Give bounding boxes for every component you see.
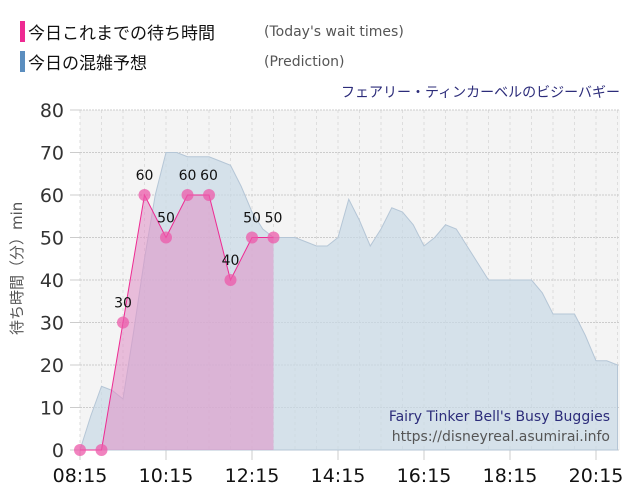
x-tick-label: 12:15 — [225, 465, 280, 487]
x-tick-label: 14:15 — [311, 465, 366, 487]
y-axis-label: 待ち時間（分）min — [8, 202, 26, 335]
data-label: 60 — [200, 168, 218, 184]
x-tick-label: 18:15 — [483, 465, 538, 487]
today-data-point[interactable] — [117, 316, 129, 329]
today-data-point[interactable] — [181, 189, 194, 201]
legend-prediction-label-jp: 今日の混雑予想 — [28, 54, 147, 74]
legend-prediction-label-en: (Prediction) — [264, 53, 345, 70]
data-label: 50 — [157, 211, 175, 227]
legend-swatch-prediction — [20, 51, 25, 72]
data-label: 40 — [222, 253, 240, 269]
attraction-title: フェアリー・ティンカーベルのビジーバギー — [340, 85, 620, 101]
watermark-url: https://disneyreal.asumirai.info — [392, 429, 610, 445]
today-line — [80, 193, 274, 451]
y-tick-label: 40 — [40, 270, 64, 292]
y-tick-label: 10 — [40, 398, 64, 420]
x-tick-label: 16:15 — [397, 465, 452, 487]
y-tick-label: 80 — [40, 100, 64, 122]
today-data-point[interactable] — [95, 444, 108, 456]
x-tick-label: 20:15 — [569, 465, 624, 487]
y-tick-label: 70 — [40, 143, 64, 165]
legend-today-label-en: (Today's wait times) — [264, 23, 404, 40]
data-label: 50 — [243, 211, 261, 227]
data-label: 30 — [114, 296, 132, 312]
watermark-name: Fairy Tinker Bell's Busy Buggies — [389, 409, 610, 425]
y-tick-label: 30 — [40, 313, 64, 335]
today-data-point[interactable] — [138, 189, 151, 201]
today-data-point[interactable] — [74, 444, 86, 456]
y-tick-label: 0 — [52, 440, 64, 462]
legend-today-label-jp: 今日これまでの待ち時間 — [28, 24, 215, 44]
today-data-point[interactable] — [224, 274, 237, 286]
x-tick-label: 08:15 — [53, 465, 108, 487]
data-label: 60 — [179, 168, 197, 184]
y-tick-label: 20 — [40, 355, 64, 377]
x-tick-label: 10:15 — [139, 465, 194, 487]
data-label: 60 — [136, 168, 154, 184]
y-tick-label: 50 — [40, 228, 64, 250]
today-data-point[interactable] — [267, 231, 280, 244]
legend-today: 今日これまでの待ち時間 (Today's wait times) — [20, 19, 404, 44]
legend-swatch-today — [20, 21, 25, 42]
today-data-point[interactable] — [203, 189, 215, 201]
today-data-point[interactable] — [160, 231, 172, 244]
data-label: 50 — [265, 211, 283, 227]
today-data-point[interactable] — [246, 231, 258, 244]
y-tick-label: 60 — [40, 185, 64, 207]
legend-prediction: 今日の混雑予想 (Prediction) — [20, 49, 344, 74]
